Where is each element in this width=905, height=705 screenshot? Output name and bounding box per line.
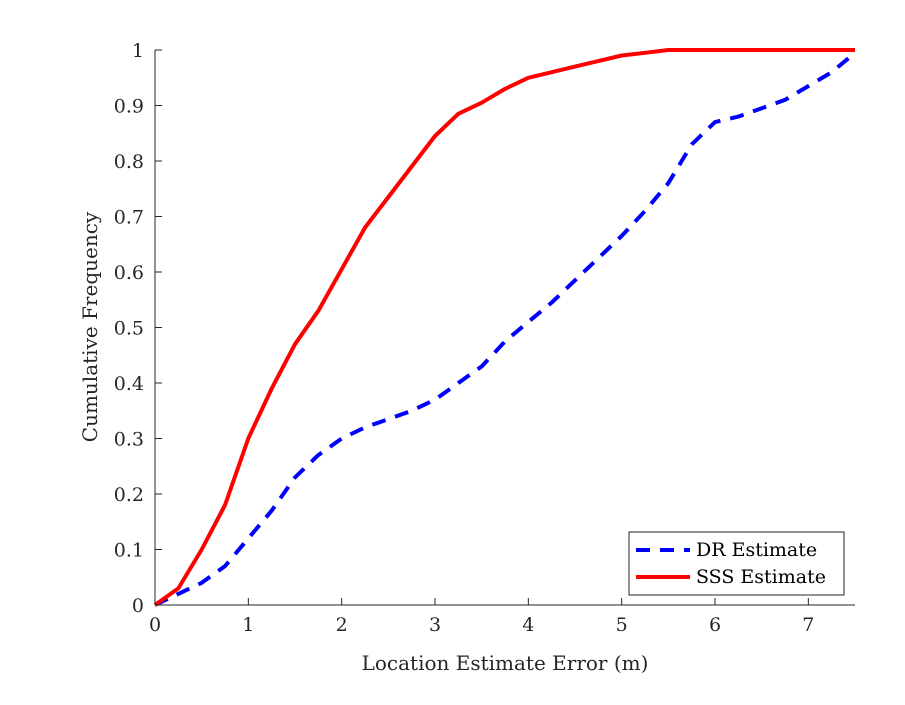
x-tick-label: 5 [616, 614, 628, 636]
y-tick-label: 0.3 [114, 429, 144, 451]
x-tick-label: 7 [802, 614, 814, 636]
legend: DR Estimate SSS Estimate [628, 531, 845, 596]
y-tick-label: 0.2 [114, 484, 144, 506]
y-tick-label: 0.7 [114, 207, 144, 229]
legend-box [628, 531, 845, 596]
series-line-sss-estimate [153, 48, 855, 607]
series-line-dr-estimate [154, 51, 857, 607]
y-tick-label: 0.9 [114, 96, 144, 118]
x-tick-label: 6 [709, 614, 721, 636]
x-tick-label: 3 [429, 614, 441, 636]
x-tick-label: 1 [242, 614, 254, 636]
series-layer [153, 48, 857, 607]
y-tick-label: 0.8 [114, 151, 144, 173]
legend-label: SSS Estimate [696, 566, 826, 588]
y-tick-label: 0.4 [114, 373, 144, 395]
y-tick-label: 1 [132, 40, 144, 62]
y-axis-label: Cumulative Frequency [78, 211, 102, 442]
plot-background [155, 50, 855, 605]
y-tick-label: 0 [132, 595, 144, 617]
x-tick-label: 2 [336, 614, 348, 636]
x-tick-label: 0 [149, 614, 161, 636]
ticks-layer: 0 1 2 3 4 5 6 7 0 0.1 0.2 0.3 0.4 0.5 0.6 0.7 0.8 0.9 1 [114, 40, 815, 636]
x-axis-label: Location Estimate Error (m) [362, 651, 649, 675]
legend-label: DR Estimate [696, 539, 817, 561]
x-tick-label: 4 [522, 614, 534, 636]
y-tick-label: 0.1 [114, 540, 144, 562]
y-tick-label: 0.5 [114, 318, 144, 340]
y-tick-label: 0.6 [114, 262, 144, 284]
